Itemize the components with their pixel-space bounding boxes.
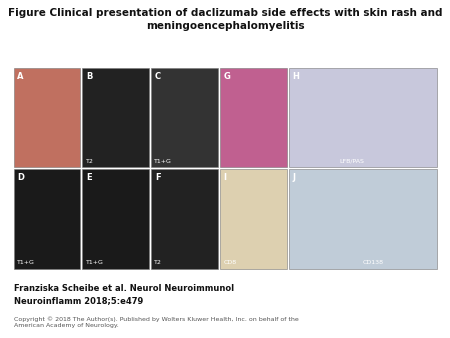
Text: H: H xyxy=(292,72,299,81)
Text: B: B xyxy=(86,72,92,81)
Text: LFB/PAS: LFB/PAS xyxy=(340,159,364,164)
Bar xyxy=(14,68,80,167)
Text: T2: T2 xyxy=(86,159,94,164)
Bar xyxy=(289,68,437,167)
Bar xyxy=(220,68,287,167)
Text: A: A xyxy=(17,72,23,81)
Text: J: J xyxy=(292,173,296,183)
Text: D: D xyxy=(17,173,24,183)
Text: F: F xyxy=(155,173,161,183)
Text: Copyright © 2018 The Author(s). Published by Wolters Kluwer Health, Inc. on beha: Copyright © 2018 The Author(s). Publishe… xyxy=(14,316,298,328)
Text: T1+G: T1+G xyxy=(154,159,172,164)
Text: G: G xyxy=(224,72,230,81)
Text: CD8: CD8 xyxy=(223,260,236,265)
Text: T2: T2 xyxy=(154,260,162,265)
Bar xyxy=(220,169,287,269)
Text: CD138: CD138 xyxy=(362,260,383,265)
Text: C: C xyxy=(155,72,161,81)
Text: I: I xyxy=(224,173,227,183)
Bar xyxy=(151,169,218,269)
Bar xyxy=(82,169,149,269)
Bar xyxy=(289,169,437,269)
Bar xyxy=(14,169,80,269)
Text: T1+G: T1+G xyxy=(86,260,104,265)
Bar xyxy=(82,68,149,167)
Text: T1+G: T1+G xyxy=(17,260,35,265)
Bar xyxy=(151,68,218,167)
Text: Franziska Scheibe et al. Neurol Neuroimmunol
Neuroinflamm 2018;5:e479: Franziska Scheibe et al. Neurol Neuroimm… xyxy=(14,284,234,305)
Text: Figure Clinical presentation of daclizumab side effects with skin rash and
menin: Figure Clinical presentation of daclizum… xyxy=(8,8,442,31)
Text: E: E xyxy=(86,173,92,183)
